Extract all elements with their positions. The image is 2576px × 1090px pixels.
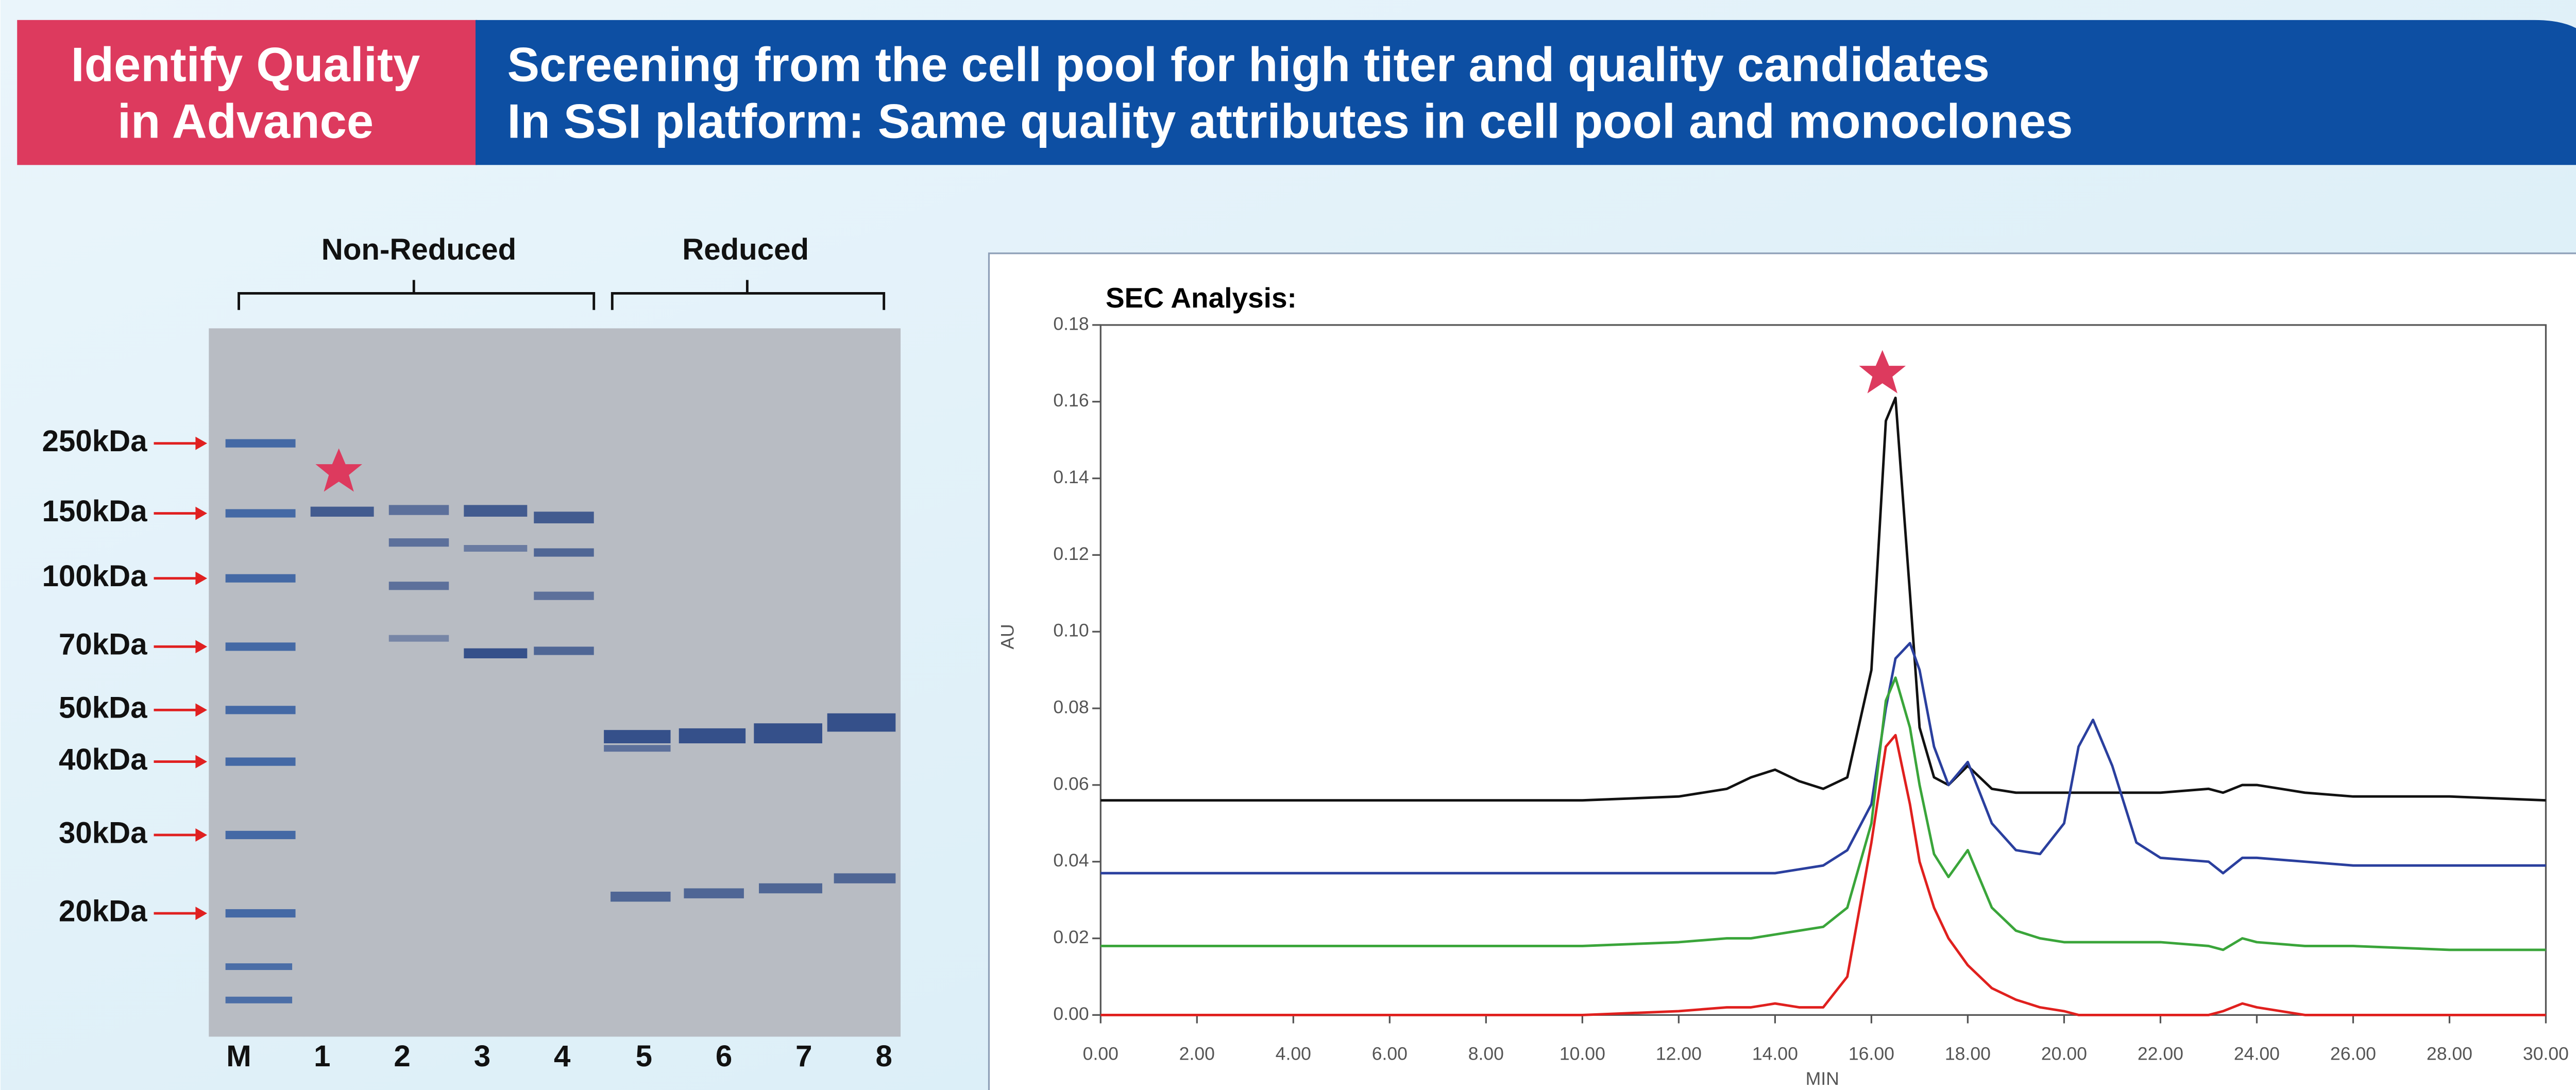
chart-panel <box>988 252 2576 1090</box>
header-title-box <box>475 20 2576 165</box>
lane-label: 4 <box>554 1040 571 1073</box>
x-tick-label: 14.00 <box>1752 1043 1798 1064</box>
y-tick-label: 0.10 <box>1053 620 1089 641</box>
ladder-band <box>225 963 293 970</box>
y-axis-label: AU <box>997 624 1018 649</box>
y-tick-label: 0.18 <box>1053 313 1089 334</box>
marker-label: 20kDa <box>59 894 147 928</box>
marker-label: 30kDa <box>59 816 147 849</box>
x-tick-label: 8.00 <box>1468 1043 1504 1064</box>
ladder-band <box>225 757 296 766</box>
bands <box>310 505 896 902</box>
y-tick-label: 0.12 <box>1053 543 1089 564</box>
arrow-head <box>195 506 208 520</box>
ladder-band <box>225 909 296 918</box>
header-label: Identify Quality <box>71 37 420 91</box>
arrow-head <box>195 571 208 585</box>
y-tick-label: 0.08 <box>1053 696 1089 717</box>
lane-label: M <box>226 1040 251 1073</box>
marker-label: 40kDa <box>59 743 147 776</box>
y-tick-label: 0.04 <box>1053 850 1089 871</box>
header-title: Screening from the cell pool for high ti… <box>507 37 1989 91</box>
arrow-head <box>195 436 208 450</box>
marker-label: 70kDa <box>59 628 147 661</box>
header-label-box <box>17 20 478 165</box>
series-line <box>1100 676 2546 951</box>
series-line <box>1100 396 2546 802</box>
arrow-head <box>195 907 208 920</box>
chart-title: SEC Analysis: <box>1106 282 1297 314</box>
x-tick-label: 12.00 <box>1656 1043 1702 1064</box>
y-tick-label: 0.00 <box>1053 1003 1089 1024</box>
x-tick-label: 10.00 <box>1560 1043 1605 1064</box>
x-tick-label: 0.00 <box>1083 1043 1118 1064</box>
header-title: In SSI platform: Same quality attributes… <box>507 94 2073 148</box>
marker-label: 250kDa <box>42 424 148 458</box>
x-tick-label: 22.00 <box>2138 1043 2183 1064</box>
x-axis-label: MIN <box>1806 1068 1839 1089</box>
bracket-label: Reduced <box>682 233 809 266</box>
lane-label: 7 <box>795 1040 812 1073</box>
lane-label: 3 <box>474 1040 490 1073</box>
x-tick-label: 30.00 <box>2523 1043 2569 1064</box>
ladder-band <box>225 574 296 583</box>
x-tick-label: 28.00 <box>2427 1043 2472 1064</box>
x-tick-label: 26.00 <box>2330 1043 2376 1064</box>
ladder-band <box>225 996 293 1003</box>
bracket-label: Non-Reduced <box>321 233 516 266</box>
ladder-band <box>225 830 296 840</box>
ladder-band <box>225 439 296 448</box>
plot-frame <box>1099 324 2547 1016</box>
y-tick-label: 0.14 <box>1053 467 1089 487</box>
lane-label: 6 <box>716 1040 732 1073</box>
arrow-head <box>195 703 208 717</box>
x-tick-label: 4.00 <box>1276 1043 1311 1064</box>
gel-image <box>209 328 901 1037</box>
x-tick-label: 18.00 <box>1945 1043 1991 1064</box>
x-tick-label: 20.00 <box>2041 1043 2087 1064</box>
marker-label: 100kDa <box>42 559 148 593</box>
marker-label: 50kDa <box>59 691 147 725</box>
arrow-head <box>195 640 208 654</box>
lane-label: 2 <box>394 1040 410 1073</box>
ladder-band <box>225 509 296 518</box>
x-tick-label: 6.00 <box>1372 1043 1408 1064</box>
lane-label: 1 <box>314 1040 330 1073</box>
x-tick-label: 16.00 <box>1849 1043 1894 1064</box>
arrow-head <box>195 755 208 769</box>
gel: Non-Reduced Reduced 250kDa150kDa100kDa70… <box>42 233 901 1073</box>
y-tick-label: 0.06 <box>1053 773 1089 794</box>
lane-label: 8 <box>875 1040 892 1073</box>
arrow-head <box>195 828 208 842</box>
y-tick-label: 0.02 <box>1053 927 1089 947</box>
marker-label: 150kDa <box>42 495 148 528</box>
ladder-band <box>225 642 296 651</box>
x-tick-label: 24.00 <box>2234 1043 2280 1064</box>
bracket <box>611 280 886 310</box>
bracket <box>238 280 596 310</box>
ladder-band <box>225 706 296 714</box>
header-label: in Advance <box>117 94 374 148</box>
series-line <box>1100 734 2546 1016</box>
series-line <box>1100 642 2546 875</box>
y-tick-label: 0.16 <box>1053 390 1089 411</box>
lane-label: 5 <box>636 1040 652 1073</box>
x-tick-label: 2.00 <box>1179 1043 1215 1064</box>
